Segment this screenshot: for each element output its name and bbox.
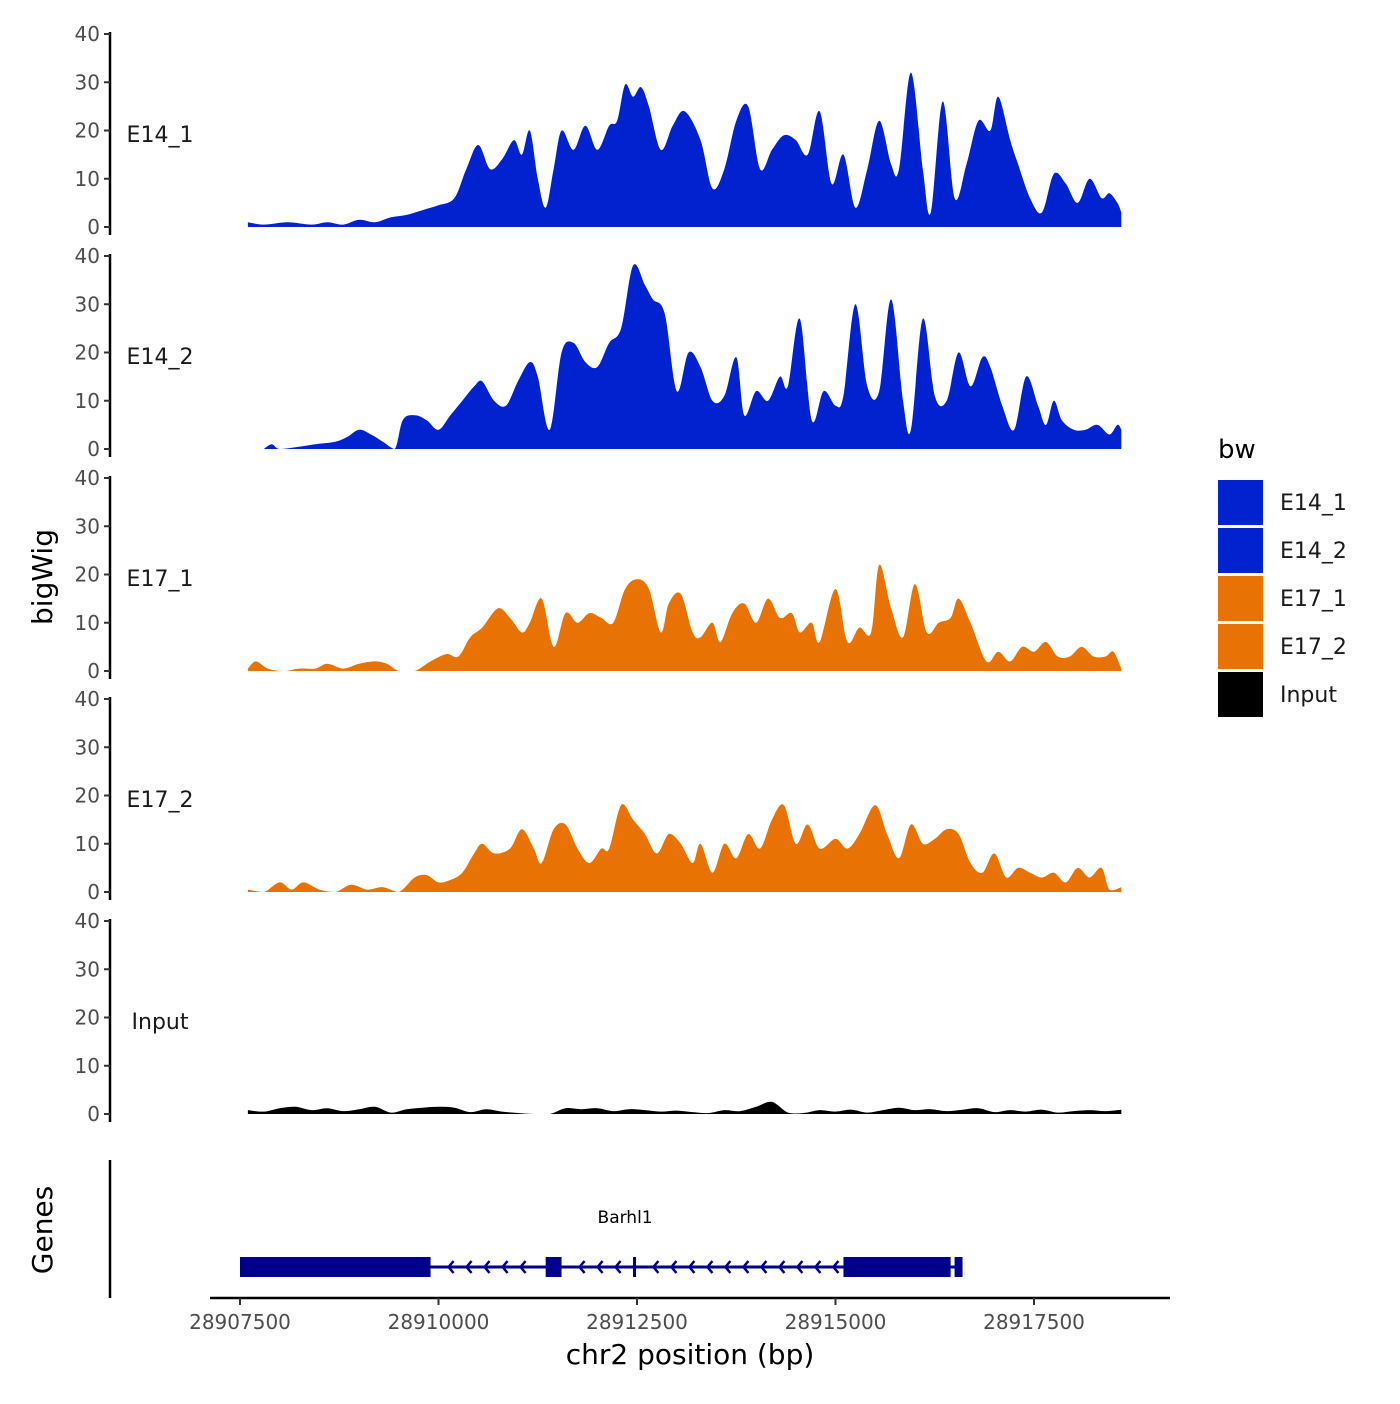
x-axis-title: chr2 position (bp) <box>566 1338 815 1371</box>
signal-area-input <box>247 1101 1122 1114</box>
y-tick-label: 20 <box>75 563 100 587</box>
gene-exon <box>633 1257 637 1277</box>
strand-arrow <box>687 1260 696 1274</box>
x-tick-label: 28917500 <box>983 1310 1085 1334</box>
y-tick-label: 10 <box>75 389 100 413</box>
track-e17-2: 0 10 20 30 40 E17_2 <box>75 687 1122 904</box>
y-tick-label: 30 <box>75 70 100 94</box>
legend-label: E14_2 <box>1280 539 1347 564</box>
y-tick-label: 40 <box>75 687 100 711</box>
track-e14-1: 0 10 20 30 40 E14_1 <box>75 22 1122 239</box>
tracks-group: 0 10 20 30 40 E14_1 0 10 20 30 40 E14_2 0 10 20 30 40 E17… <box>75 22 1122 1126</box>
y-tick-label: 30 <box>75 514 100 538</box>
y-tick-label: 10 <box>75 1054 100 1078</box>
legend-label: Input <box>1280 683 1337 708</box>
legend-swatch-input <box>1218 672 1263 717</box>
y-tick-label: 10 <box>75 832 100 856</box>
y-tick-label: 20 <box>75 341 100 365</box>
track-label: E14_2 <box>127 345 194 370</box>
x-tick-label: 28910000 <box>388 1310 490 1334</box>
y-tick-label: 0 <box>87 659 100 683</box>
gene-track-group: Barhl1 <box>108 1160 963 1298</box>
strand-arrow <box>518 1260 527 1274</box>
track-label: E17_1 <box>127 567 194 592</box>
gene-exon <box>954 1257 963 1277</box>
legend-label: E17_1 <box>1280 587 1347 612</box>
strand-arrow <box>759 1260 768 1274</box>
y-tick-label: 10 <box>75 167 100 191</box>
signal-area-e17-2 <box>247 804 1122 892</box>
strand-arrow <box>741 1260 750 1274</box>
y-tick-label: 30 <box>75 735 100 759</box>
strand-arrow <box>705 1260 714 1274</box>
strand-arrow <box>464 1260 473 1274</box>
track-e17-1: 0 10 20 30 40 E17_1 <box>75 466 1122 683</box>
y-axis-title-genes: Genes <box>26 1186 59 1274</box>
signal-area-e17-1 <box>247 564 1122 671</box>
y-axis-title-bigwig: bigWig <box>26 529 59 625</box>
strand-arrow <box>831 1260 840 1274</box>
y-tick-label: 40 <box>75 244 100 268</box>
legend-title: bw <box>1218 435 1256 465</box>
legend-swatch-e17-2 <box>1218 624 1263 669</box>
gene-exon <box>545 1257 562 1277</box>
y-tick-label: 20 <box>75 119 100 143</box>
legend: bw E14_1 E14_2 E17_1 E17_2 Input <box>1218 435 1347 717</box>
legend-label: E14_1 <box>1280 491 1347 516</box>
strand-arrow <box>577 1260 586 1274</box>
legend-swatch-e17-1 <box>1218 576 1263 621</box>
y-tick-label: 40 <box>75 22 100 46</box>
track-label: Input <box>132 1010 189 1035</box>
gene-exon <box>240 1257 431 1277</box>
track-label: E14_1 <box>127 123 194 148</box>
signal-area-e14-2 <box>263 264 1122 449</box>
x-tick-label: 28907500 <box>189 1310 291 1334</box>
strand-arrow <box>500 1260 509 1274</box>
strand-arrow <box>595 1260 604 1274</box>
gene-name-label: Barhl1 <box>598 1208 653 1228</box>
x-axis: 28907500 28910000 28912500 28915000 28917500 <box>189 1296 1170 1334</box>
strand-arrow <box>777 1260 786 1274</box>
strand-arrow <box>482 1260 491 1274</box>
y-tick-label: 0 <box>87 880 100 904</box>
y-tick-label: 30 <box>75 292 100 316</box>
strand-arrow <box>813 1260 822 1274</box>
y-tick-label: 0 <box>87 1102 100 1126</box>
strand-arrow <box>669 1260 678 1274</box>
y-tick-label: 10 <box>75 611 100 635</box>
x-tick-label: 28915000 <box>785 1310 887 1334</box>
strand-arrow <box>651 1260 660 1274</box>
y-tick-label: 0 <box>87 215 100 239</box>
y-tick-label: 20 <box>75 1006 100 1030</box>
y-tick-label: 20 <box>75 784 100 808</box>
x-tick-label: 28912500 <box>586 1310 688 1334</box>
strand-arrow <box>446 1260 455 1274</box>
strand-arrow <box>613 1260 622 1274</box>
y-tick-label: 40 <box>75 909 100 933</box>
strand-arrow <box>795 1260 804 1274</box>
y-tick-label: 40 <box>75 466 100 490</box>
signal-area-e14-1 <box>247 72 1122 227</box>
legend-swatch-e14-1 <box>1218 480 1263 525</box>
track-e14-2: 0 10 20 30 40 E14_2 <box>75 244 1122 461</box>
strand-arrow <box>723 1260 732 1274</box>
gene-exon <box>843 1257 951 1277</box>
y-tick-label: 30 <box>75 957 100 981</box>
legend-swatch-e14-2 <box>1218 528 1263 573</box>
track-input: 0 10 20 30 40 Input <box>75 909 1122 1126</box>
track-label: E17_2 <box>127 788 194 813</box>
legend-label: E17_2 <box>1280 635 1347 660</box>
y-tick-label: 0 <box>87 437 100 461</box>
